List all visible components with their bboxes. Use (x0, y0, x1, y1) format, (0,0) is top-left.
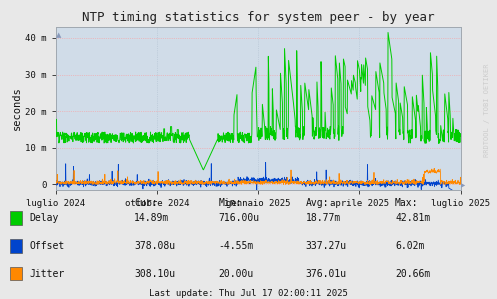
Text: 14.89m: 14.89m (134, 213, 169, 223)
Text: Jitter: Jitter (30, 269, 65, 279)
Text: 20.00u: 20.00u (219, 269, 254, 279)
Text: ▲: ▲ (57, 32, 62, 38)
Text: RRDTOOL / TOBI OETIKER: RRDTOOL / TOBI OETIKER (484, 64, 490, 157)
Text: Last update: Thu Jul 17 02:00:11 2025: Last update: Thu Jul 17 02:00:11 2025 (149, 289, 348, 298)
Text: 378.08u: 378.08u (134, 241, 175, 251)
Text: Min:: Min: (219, 199, 242, 208)
Text: Delay: Delay (30, 213, 59, 223)
FancyBboxPatch shape (10, 239, 22, 253)
Text: Offset: Offset (30, 241, 65, 251)
Text: Avg:: Avg: (306, 199, 329, 208)
Text: 376.01u: 376.01u (306, 269, 347, 279)
Text: -4.55m: -4.55m (219, 241, 254, 251)
Text: 716.00u: 716.00u (219, 213, 260, 223)
Text: 337.27u: 337.27u (306, 241, 347, 251)
Text: 42.81m: 42.81m (395, 213, 430, 223)
Text: Max:: Max: (395, 199, 418, 208)
Text: Cur:: Cur: (134, 199, 158, 208)
Text: 20.66m: 20.66m (395, 269, 430, 279)
Text: 308.10u: 308.10u (134, 269, 175, 279)
FancyBboxPatch shape (10, 267, 22, 280)
FancyBboxPatch shape (10, 211, 22, 225)
Text: 18.77m: 18.77m (306, 213, 341, 223)
Text: ▶: ▶ (461, 184, 465, 189)
Text: 6.02m: 6.02m (395, 241, 424, 251)
Y-axis label: seconds: seconds (12, 86, 22, 130)
Title: NTP timing statistics for system peer - by year: NTP timing statistics for system peer - … (82, 11, 434, 24)
